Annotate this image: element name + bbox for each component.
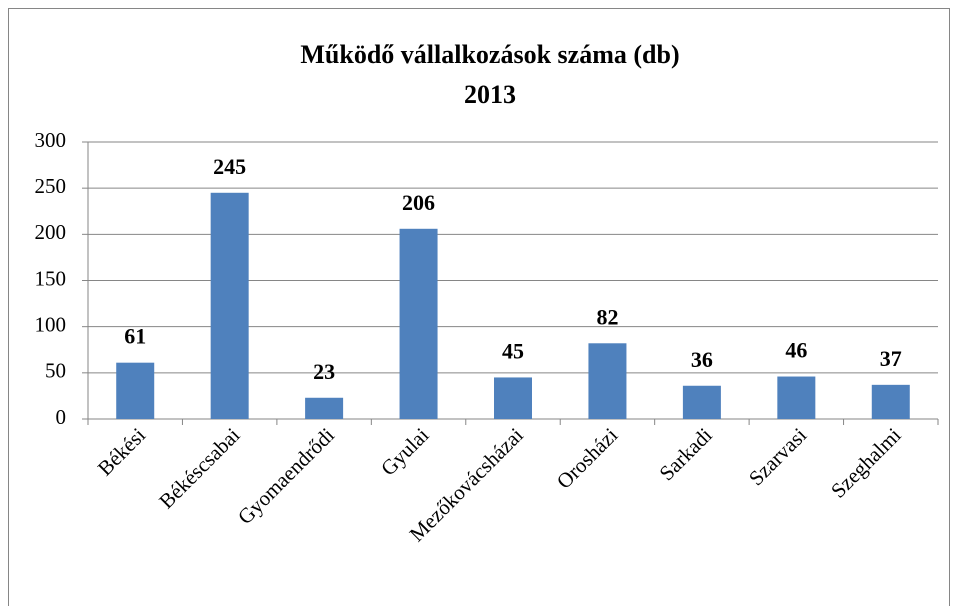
chart-title: Működő vállalkozások száma (db)	[300, 40, 679, 69]
y-tick-label: 200	[35, 220, 67, 244]
value-label: 206	[402, 190, 435, 215]
y-tick-label: 300	[35, 128, 67, 152]
bar	[210, 192, 249, 419]
bar	[682, 385, 721, 419]
value-label: 61	[124, 324, 146, 349]
bar	[777, 376, 816, 419]
value-label: 23	[313, 359, 335, 384]
bar	[871, 384, 910, 419]
value-label: 46	[785, 338, 807, 363]
y-tick-label: 100	[35, 312, 67, 336]
value-label: 82	[596, 304, 618, 329]
bar	[305, 397, 344, 419]
y-tick-label: 50	[45, 359, 66, 383]
value-label: 36	[691, 347, 713, 372]
bar	[116, 362, 155, 419]
value-label: 45	[502, 338, 524, 363]
chart-subtitle: 2013	[464, 80, 516, 109]
y-tick-label: 150	[35, 266, 67, 290]
bar	[588, 343, 627, 419]
y-tick-label: 0	[56, 405, 67, 429]
y-tick-label: 250	[35, 174, 67, 198]
bar	[494, 377, 532, 419]
value-label: 245	[213, 154, 246, 179]
value-label: 37	[880, 346, 902, 371]
bar	[399, 228, 438, 419]
chart-border	[8, 8, 950, 606]
